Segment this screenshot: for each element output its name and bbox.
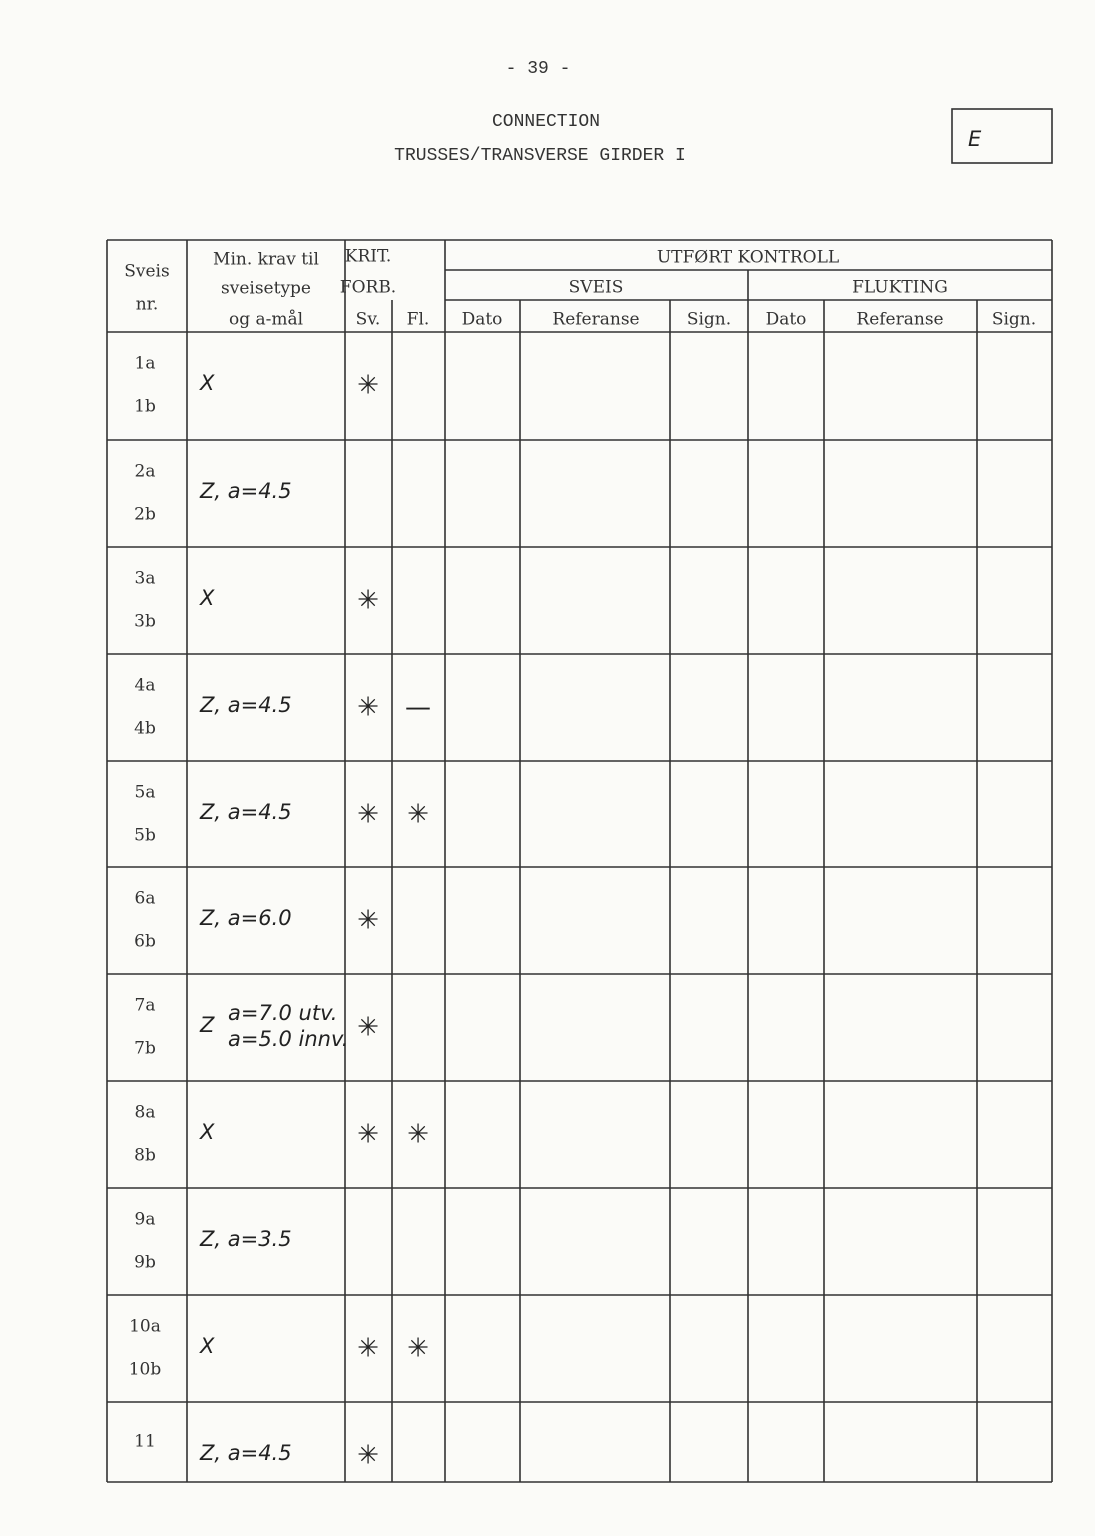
mark-box	[951, 108, 1053, 164]
fl-mark: ✳	[407, 1120, 429, 1150]
header-cell: FLUKTING	[852, 278, 948, 298]
weld-id: 8a	[135, 1103, 156, 1123]
requirement: X	[199, 1120, 215, 1144]
sv-mark: ✳	[357, 1441, 379, 1471]
weld-id: 6b	[134, 932, 156, 952]
requirement: X	[199, 586, 215, 610]
requirement-line: a=7.0 utv.	[228, 1001, 337, 1025]
weld-id: 2a	[135, 462, 156, 482]
subtitle: TRUSSES/TRANSVERSE GIRDER I	[394, 146, 686, 166]
fl-mark: ✳	[407, 1334, 429, 1364]
weld-id: 8b	[134, 1146, 156, 1166]
header-cell: Dato	[462, 310, 503, 330]
title: CONNECTION	[492, 112, 600, 132]
weld-id: 4a	[135, 676, 156, 696]
requirement: Z, a=4.5	[199, 800, 292, 824]
sv-mark: ✳	[357, 1334, 379, 1364]
weld-id: 9a	[135, 1210, 156, 1230]
weld-id: 5b	[134, 826, 156, 846]
requirement: Z	[199, 1013, 215, 1037]
header-cell: Referanse	[552, 310, 639, 330]
header-cell: SVEIS	[569, 278, 624, 298]
requirement: X	[199, 1334, 215, 1358]
page-number: - 39 -	[506, 59, 571, 79]
requirement: Z, a=4.5	[199, 1441, 292, 1465]
sv-mark: ✳	[357, 586, 379, 616]
header-cell: UTFØRT KONTROLL	[657, 248, 839, 268]
weld-id: 4b	[134, 719, 156, 739]
requirement: Z, a=6.0	[199, 906, 292, 930]
header-cell: Sv.	[356, 310, 381, 330]
weld-id: 6a	[135, 889, 156, 909]
sv-mark: ✳	[357, 800, 379, 830]
sv-mark: ✳	[357, 371, 379, 401]
weld-id: 2b	[134, 505, 156, 525]
header-cell: Sign.	[687, 310, 731, 330]
weld-id: 10b	[129, 1360, 162, 1380]
weld-id: 1a	[135, 354, 156, 374]
header-cell: nr.	[136, 295, 159, 315]
requirement-line: a=5.0 innv.	[228, 1027, 348, 1051]
table-text: Sveis nr. Min. krav til sveisetype og a-mål K…	[124, 247, 1036, 1471]
header-cell: FORB.	[340, 278, 396, 298]
header-cell: sveisetype	[221, 279, 311, 299]
requirement: Z, a=4.5	[199, 693, 292, 717]
header-cell: Sign.	[992, 310, 1036, 330]
mark: E	[968, 127, 982, 151]
header-cell: Referanse	[856, 310, 943, 330]
weld-id: 7b	[134, 1039, 156, 1059]
weld-id: 7a	[135, 996, 156, 1016]
sv-mark: ✳	[357, 1013, 379, 1043]
weld-id: 10a	[129, 1317, 161, 1337]
weld-id: 1b	[134, 397, 156, 417]
header-cell: Dato	[766, 310, 807, 330]
sv-mark: ✳	[357, 1120, 379, 1150]
weld-id: 11	[134, 1432, 156, 1452]
weld-id: 3a	[135, 569, 156, 589]
header-cell: Fl.	[407, 310, 430, 330]
header-cell: KRIT.	[345, 247, 391, 267]
header-cell: og a-mål	[229, 310, 303, 330]
weld-id: 5a	[135, 783, 156, 803]
weld-id: 3b	[134, 612, 156, 632]
requirement: Z, a=3.5	[199, 1227, 292, 1251]
sv-mark: ✳	[357, 693, 379, 723]
requirement: Z, a=4.5	[199, 479, 292, 503]
weld-id: 9b	[134, 1253, 156, 1273]
table-grid	[106, 239, 1053, 1483]
fl-mark: ✳	[407, 800, 429, 830]
fl-mark: —	[405, 693, 431, 723]
header-cell: Sveis	[124, 262, 169, 282]
header-cell: Min. krav til	[213, 250, 319, 270]
requirement: X	[199, 371, 215, 395]
sv-mark: ✳	[357, 906, 379, 936]
